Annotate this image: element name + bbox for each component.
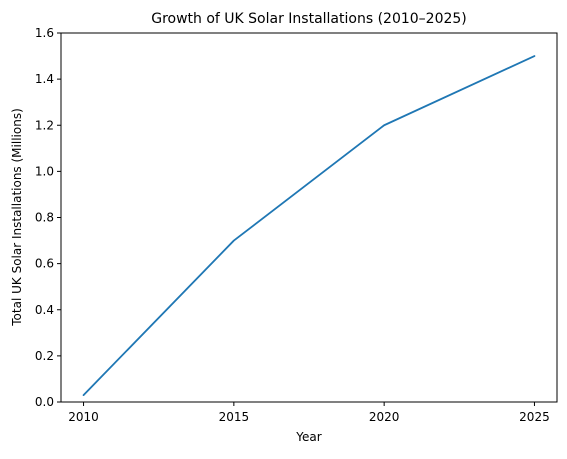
y-tick-label: 0.0: [35, 395, 54, 409]
x-axis-label: Year: [295, 430, 321, 444]
y-tick-label: 1.2: [35, 118, 54, 132]
x-tick-label: 2015: [219, 410, 250, 424]
x-axis-ticks: 2010 2015 2020 2025: [68, 402, 550, 424]
x-tick-label: 2010: [68, 410, 99, 424]
y-tick-label: 0.6: [35, 257, 54, 271]
series-line: [82, 55, 536, 396]
x-tick-label: 2025: [519, 410, 550, 424]
plot-area-frame: [60, 32, 558, 403]
y-tick-label: 0.2: [35, 349, 54, 363]
x-tick-label: 2020: [369, 410, 400, 424]
y-axis-ticks: 0.0 0.2 0.4 0.6 0.8 1.0 1.2 1.4 1.6: [35, 26, 61, 409]
chart-title: Growth of UK Solar Installations (2010–2…: [151, 11, 467, 27]
y-tick-label: 1.0: [35, 164, 54, 178]
series-layer: [82, 55, 536, 396]
y-tick-label: 0.8: [35, 211, 54, 225]
y-axis-label: Total UK Solar Installations (Millions): [10, 108, 24, 326]
y-tick-label: 1.6: [35, 26, 54, 40]
y-tick-label: 1.4: [35, 72, 54, 86]
y-tick-label: 0.4: [35, 303, 54, 317]
